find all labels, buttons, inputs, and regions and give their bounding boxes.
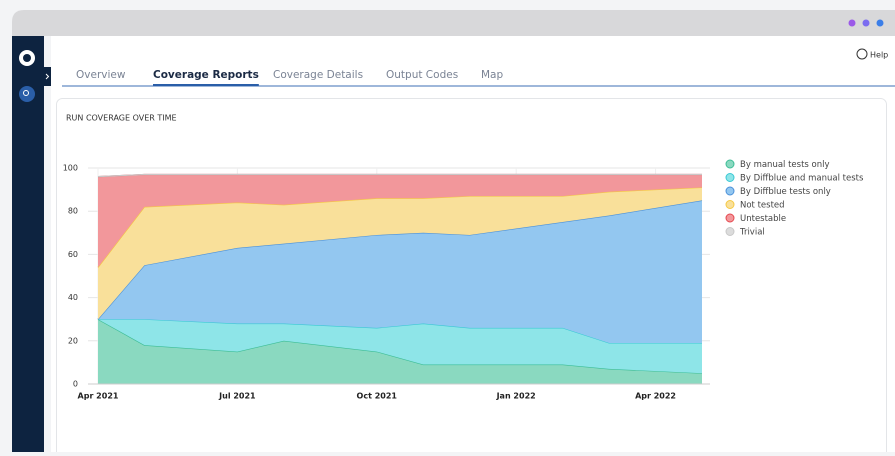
area [98,319,702,384]
x-tick-label: Jan 2022 [496,392,536,401]
title-bar [12,10,895,36]
help-icon[interactable] [856,48,868,60]
x-tick-label: Jul 2021 [218,392,256,401]
area-line [97,173,702,178]
y-tick-label: 60 [68,250,78,259]
legend-swatch [725,173,735,182]
y-tick-label: 100 [63,164,78,173]
y-tick-label: 80 [68,207,78,216]
legend-label: Not tested [740,201,785,211]
y-tick-label: 20 [68,336,78,345]
window-dot [848,19,856,27]
legend-swatch [725,200,735,209]
tab[interactable]: Map [481,69,503,81]
chevron [45,73,50,80]
chart-title: RUN COVERAGE OVER TIME [66,114,177,123]
tab[interactable]: Overview [76,69,126,81]
tab[interactable]: Coverage Details [273,69,363,81]
legend-label: By Diffblue and manual tests [740,174,864,184]
x-tick-label: Oct 2021 [357,392,398,401]
y-tick-label: 40 [68,293,78,302]
area [98,187,702,320]
legend-label: By manual tests only [740,160,830,170]
area [98,200,702,343]
x-tick-label: Apr 2022 [635,392,676,401]
help-link[interactable]: Help [870,51,888,60]
area [98,174,702,268]
legend-swatch [725,213,735,223]
legend-swatch [725,159,735,169]
window-dot [876,19,884,27]
area [98,319,702,374]
x-tick-label: Apr 2021 [78,392,119,401]
tab[interactable]: Output Codes [386,69,458,81]
sidebar [12,36,44,452]
legend-label: By Diffblue tests only [740,187,831,197]
expand-tab[interactable] [44,67,51,86]
y-tick-label: 0 [73,380,78,389]
legend-swatch [725,227,735,236]
legend-label: Trivial [739,228,765,238]
legend-label: Untestable [740,214,786,224]
window-dot [862,19,870,27]
search-icon [23,90,29,96]
logo-inner [23,54,31,62]
tab[interactable]: Coverage Reports [153,69,259,81]
legend-swatch [725,186,735,196]
search-button[interactable] [19,86,35,102]
